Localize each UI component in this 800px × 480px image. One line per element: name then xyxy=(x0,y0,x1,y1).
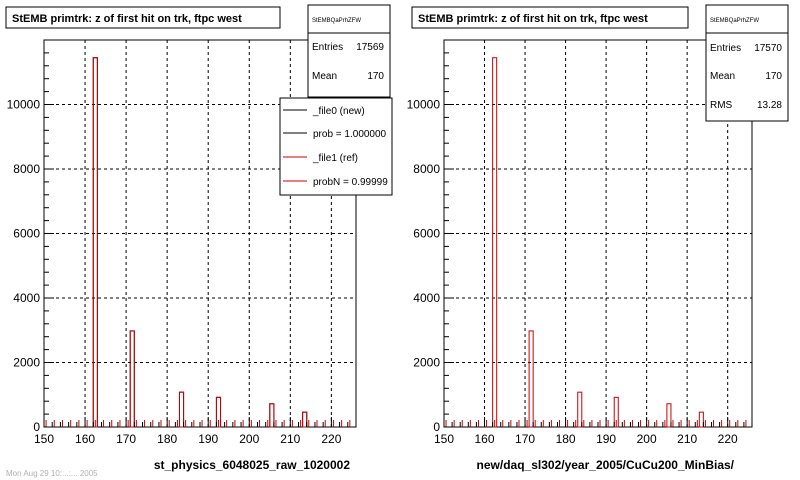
right-stats-entries-value: 17570 xyxy=(754,43,782,54)
left-chart-title: StEMB primtrk: z of first hit on trk, ft… xyxy=(12,13,242,25)
legend-entry-file1: _file1 (ref) xyxy=(312,153,358,164)
x-tick-label: 200 xyxy=(637,432,657,446)
left-x-ticks: 150 160 170 180 190 200 210 220 xyxy=(34,417,357,446)
y-tick-label: 8000 xyxy=(413,162,440,176)
legend-entry-prob: prob = 1.000000 xyxy=(313,129,387,140)
left-stats-entries-value: 17569 xyxy=(356,42,384,53)
right-stats-mean-value: 170 xyxy=(765,71,782,82)
y-tick-label: 4000 xyxy=(413,291,440,305)
right-grid xyxy=(444,40,752,427)
right-bars xyxy=(492,57,704,428)
x-tick-label: 210 xyxy=(280,432,300,446)
right-histogram-pad: 150 160 170 180 190 200 210 220 0 2000 4000 6000 80… xyxy=(407,4,789,472)
left-x-axis-label: st_physics_6048025_raw_1020002 xyxy=(154,458,350,472)
left-bars xyxy=(92,57,308,428)
left-stats-name: StEMBQaPrhZFW xyxy=(312,18,361,24)
right-stats-name: StEMBQaPrhZFW xyxy=(710,18,759,24)
y-tick-label: 2000 xyxy=(413,356,440,370)
x-tick-label: 190 xyxy=(198,432,218,446)
x-tick-label: 180 xyxy=(556,432,576,446)
x-tick-label: 170 xyxy=(515,432,535,446)
footer-timestamp: Mon Aug 29 10:...:... 2005 xyxy=(6,469,98,478)
legend-entry-probn: probN = 0.99999 xyxy=(313,177,388,188)
histogram-bar xyxy=(577,391,583,428)
left-legend xyxy=(279,97,393,196)
left-y-ticks: 0 2000 4000 6000 8000 10000 xyxy=(7,39,54,434)
histogram-bar xyxy=(92,57,98,428)
y-tick-label: 10000 xyxy=(7,98,41,112)
right-title-box xyxy=(411,6,689,29)
left-stats-mean-label: Mean xyxy=(312,71,337,82)
y-tick-label: 8000 xyxy=(13,162,40,176)
right-stats-box xyxy=(705,4,789,122)
x-tick-label: 180 xyxy=(157,432,177,446)
x-tick-label: 170 xyxy=(116,432,136,446)
left-stats-box xyxy=(307,4,391,98)
x-tick-label: 210 xyxy=(677,432,697,446)
y-tick-label: 6000 xyxy=(413,227,440,241)
x-tick-label: 220 xyxy=(718,432,738,446)
histogram-bar xyxy=(129,330,135,428)
histogram-bar xyxy=(698,411,704,428)
y-tick-label: 2000 xyxy=(13,356,40,370)
histogram-bar xyxy=(613,396,619,428)
left-stats-entries-label: Entries xyxy=(312,42,343,53)
right-x-axis-label: new/daq_sl302/year_2005/CuCu200_MinBias/ xyxy=(477,458,735,472)
x-tick-label: 160 xyxy=(75,432,95,446)
y-tick-label: 0 xyxy=(433,420,440,434)
right-stats-mean-label: Mean xyxy=(710,71,735,82)
right-y-ticks: 0 2000 4000 6000 8000 10000 xyxy=(407,39,454,434)
left-baseline-markers xyxy=(45,420,351,427)
right-stats-entries-label: Entries xyxy=(710,43,741,54)
histogram-bar xyxy=(269,403,275,428)
y-tick-label: 10000 xyxy=(407,98,441,112)
legend-entry-file0: _file0 (new) xyxy=(312,106,365,117)
y-tick-label: 6000 xyxy=(13,227,40,241)
x-tick-label: 200 xyxy=(239,432,259,446)
x-tick-label: 190 xyxy=(596,432,616,446)
y-tick-label: 4000 xyxy=(13,291,40,305)
y-tick-label: 0 xyxy=(33,420,40,434)
histogram-bar xyxy=(528,330,534,428)
histogram-bar xyxy=(302,411,308,428)
histogram-bar xyxy=(178,391,185,428)
right-stats-rms-label: RMS xyxy=(710,100,733,111)
histogram-bar xyxy=(492,57,498,428)
right-baseline-markers xyxy=(445,420,747,427)
left-stats-mean-value: 170 xyxy=(367,71,384,82)
right-frame xyxy=(443,39,753,428)
x-tick-label: 220 xyxy=(321,432,341,446)
left-title-box xyxy=(5,6,281,29)
right-stats-rms-value: 13.28 xyxy=(757,100,782,111)
left-histogram-pad: 150 160 170 180 190 200 210 220 0 2000 4000 6000 80… xyxy=(5,4,393,472)
right-x-ticks: 150 160 170 180 190 200 210 220 xyxy=(434,417,753,446)
x-tick-label: 150 xyxy=(34,432,54,446)
histogram-bar xyxy=(215,396,222,428)
x-tick-label: 150 xyxy=(434,432,454,446)
x-tick-label: 160 xyxy=(475,432,495,446)
right-chart-title: StEMB primtrk: z of first hit on trk, ft… xyxy=(418,13,648,25)
histogram-bar xyxy=(666,403,672,428)
